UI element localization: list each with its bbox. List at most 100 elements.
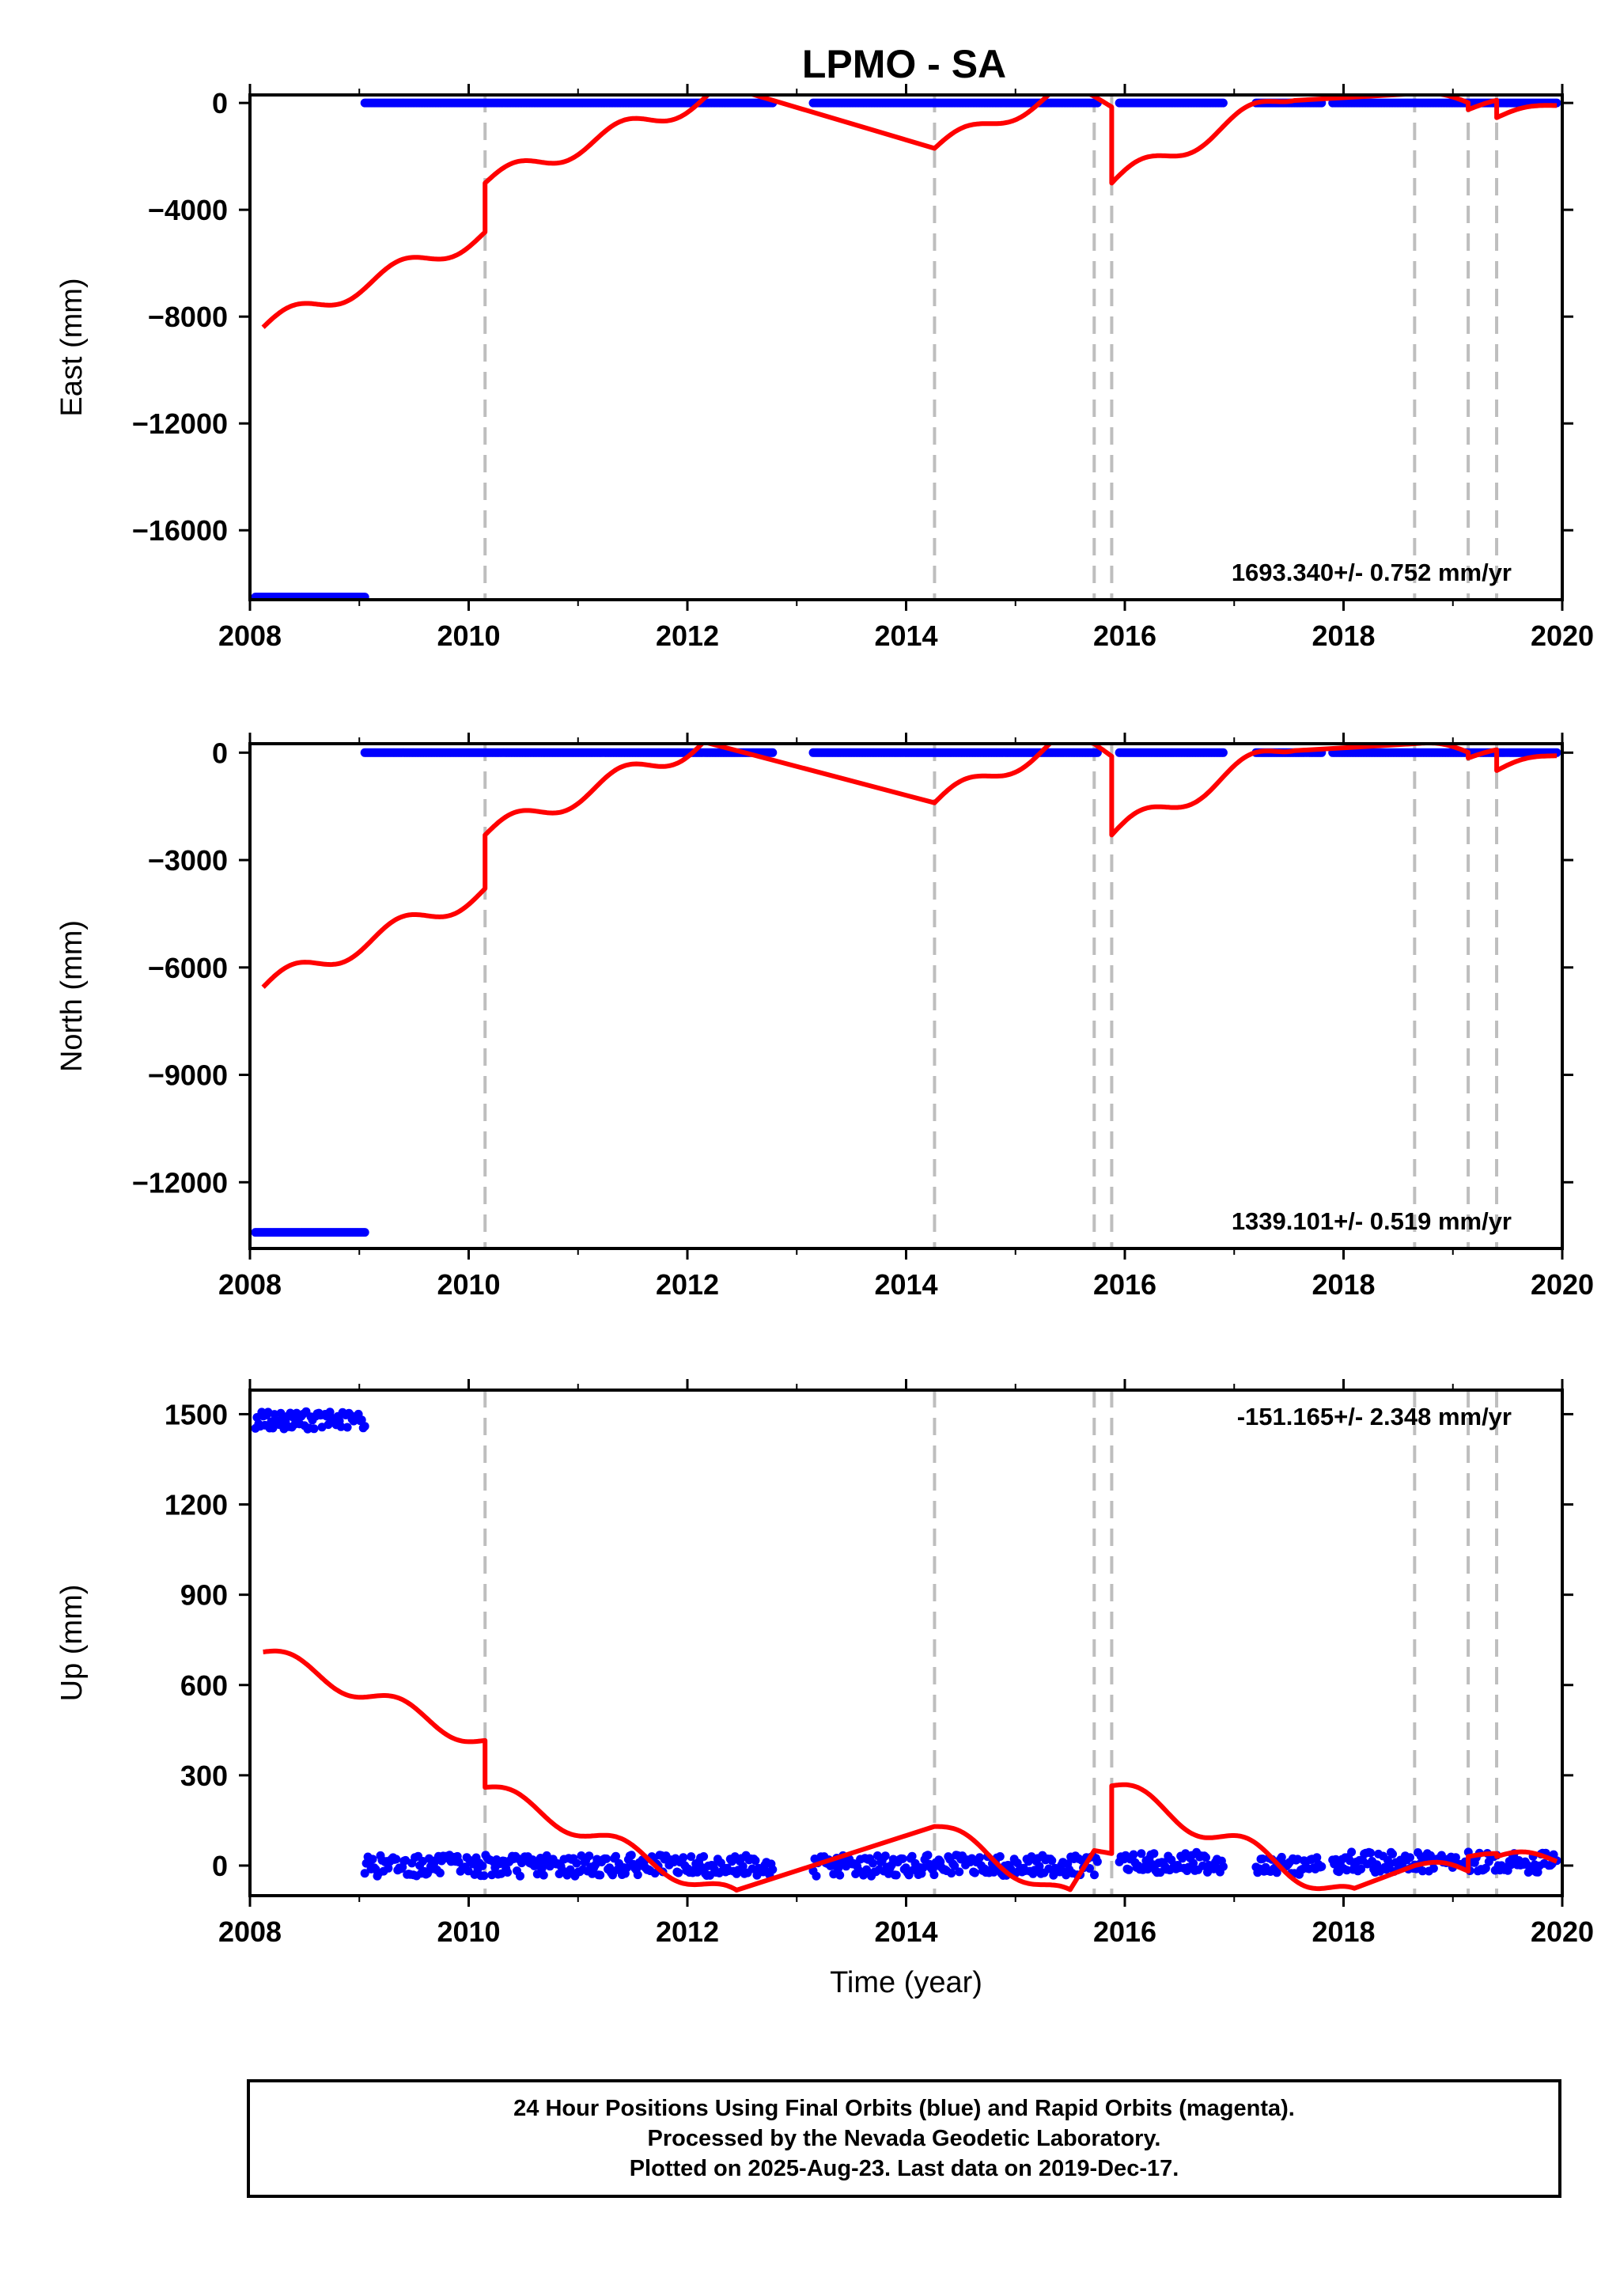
chart-title: LPMO - SA xyxy=(802,42,1006,86)
y-tick-label: −4000 xyxy=(148,194,228,226)
data-point xyxy=(1357,1864,1366,1874)
data-point xyxy=(1342,1866,1352,1875)
data-point xyxy=(572,1858,581,1868)
x-tick-label: 2012 xyxy=(656,619,719,652)
data-point xyxy=(1347,1847,1357,1857)
plot-area xyxy=(251,744,1561,1248)
y-tick-label: −16000 xyxy=(132,514,228,547)
data-point xyxy=(907,1851,917,1861)
data-point xyxy=(1218,748,1228,757)
data-point xyxy=(435,1868,445,1877)
data-point xyxy=(384,1863,393,1873)
y-tick-label: 1200 xyxy=(165,1489,228,1521)
data-point xyxy=(487,1870,497,1880)
data-point xyxy=(1272,1868,1281,1877)
data-point xyxy=(950,1861,960,1870)
data-point xyxy=(1418,1866,1427,1876)
model-line xyxy=(261,744,1558,989)
x-tick-label: 2020 xyxy=(1531,619,1594,652)
x-tick-label: 2020 xyxy=(1531,1915,1594,1948)
x-tick-label: 2020 xyxy=(1531,1268,1594,1301)
x-tick-label: 2018 xyxy=(1312,1268,1375,1301)
rate-label: -151.165+/- 2.348 mm/yr xyxy=(1237,1403,1512,1430)
data-point xyxy=(768,1865,778,1874)
plot-frame xyxy=(248,93,1564,601)
y-tick-label: 600 xyxy=(180,1669,228,1702)
data-point xyxy=(699,1852,709,1861)
y-tick-label: −12000 xyxy=(132,1166,228,1199)
data-point xyxy=(1406,1853,1414,1862)
data-point xyxy=(516,1871,524,1881)
x-tick-label: 2016 xyxy=(1093,1268,1156,1301)
data-point xyxy=(1124,1865,1134,1874)
data-point xyxy=(768,748,778,757)
x-tick-label: 2016 xyxy=(1093,619,1156,652)
data-point xyxy=(898,1854,907,1863)
data-point xyxy=(891,1870,901,1880)
data-point xyxy=(975,1853,984,1862)
x-tick-label: 2010 xyxy=(437,1268,500,1301)
data-point xyxy=(336,1422,346,1431)
data-point xyxy=(674,1868,683,1877)
x-tick-label: 2008 xyxy=(218,619,282,652)
plot-frame xyxy=(248,1389,1564,1897)
rate-label: 1693.340+/- 0.752 mm/yr xyxy=(1232,559,1512,586)
y-tick-label: −12000 xyxy=(132,407,228,440)
data-point xyxy=(602,1854,611,1863)
data-point xyxy=(748,1864,757,1874)
plots: 2008 2010 2012 2014 2016 2018 2020 0 −4000 −8000 −… xyxy=(55,84,1594,1999)
footer-line-3: Plotted on 2025-Aug-23. Last data on 201… xyxy=(629,2156,1179,2181)
data-point xyxy=(1366,1848,1376,1858)
y-tick-label: 300 xyxy=(180,1760,228,1792)
data-point xyxy=(955,1867,964,1877)
x-axis-label: Time (year) xyxy=(830,1966,982,1999)
panel-north: 2008 2010 2012 2014 2016 2018 2020 0 −3000 −6000 −… xyxy=(55,733,1594,1301)
data-point xyxy=(626,1851,636,1860)
x-tick-label: 2008 xyxy=(218,1915,282,1948)
model-line xyxy=(262,1648,1558,1892)
data-point xyxy=(325,1408,335,1417)
data-point xyxy=(679,1853,688,1862)
data-point xyxy=(611,1851,620,1861)
panel-up: 2008 2010 2012 2014 2016 2018 2020 0 300 600 900 12… xyxy=(55,1379,1594,1999)
model-line xyxy=(261,95,1558,329)
data-point xyxy=(1085,1864,1094,1873)
x-tick-label: 2014 xyxy=(874,619,937,652)
data-point xyxy=(812,1871,821,1881)
data-point xyxy=(835,1870,845,1880)
data-point xyxy=(869,1858,877,1868)
x-tick-label: 2018 xyxy=(1312,1915,1375,1948)
data-point xyxy=(1258,1855,1267,1863)
rate-label: 1339.101+/- 0.519 mm/yr xyxy=(1232,1207,1512,1235)
data-point xyxy=(360,1869,369,1878)
data-point xyxy=(309,1424,319,1434)
y-tick-label: 0 xyxy=(212,1850,228,1882)
data-point xyxy=(478,1861,487,1870)
data-point xyxy=(1090,1870,1099,1880)
footer-line-2: Processed by the Nevada Geodetic Laborat… xyxy=(647,2126,1161,2151)
data-point xyxy=(1331,1855,1341,1864)
data-point xyxy=(585,1851,594,1861)
data-point xyxy=(1481,1863,1490,1873)
footer-box: 24 Hour Positions Using Final Orbits (bl… xyxy=(247,2079,1561,2198)
x-tick-label: 2012 xyxy=(656,1268,719,1301)
data-point xyxy=(343,1423,352,1432)
x-tick-label: 2010 xyxy=(437,619,500,652)
y-axis-label: North (mm) xyxy=(55,920,89,1072)
footer-line-1: 24 Hour Positions Using Final Orbits (bl… xyxy=(513,2096,1295,2121)
data-point xyxy=(1202,1853,1210,1862)
plot-area xyxy=(251,1390,1561,1896)
data-point xyxy=(566,1865,575,1874)
data-point xyxy=(1047,1856,1057,1866)
data-point xyxy=(360,1228,369,1237)
data-point xyxy=(503,1868,513,1877)
y-tick-label: −9000 xyxy=(148,1059,228,1092)
data-point xyxy=(880,1851,890,1861)
data-point xyxy=(454,1858,464,1866)
data-point xyxy=(650,1869,660,1878)
data-point xyxy=(479,1871,489,1881)
x-tick-label: 2008 xyxy=(218,1268,282,1301)
x-tick-label: 2014 xyxy=(874,1915,937,1948)
y-tick-label: 0 xyxy=(212,87,228,119)
y-tick-label: −6000 xyxy=(148,952,228,984)
